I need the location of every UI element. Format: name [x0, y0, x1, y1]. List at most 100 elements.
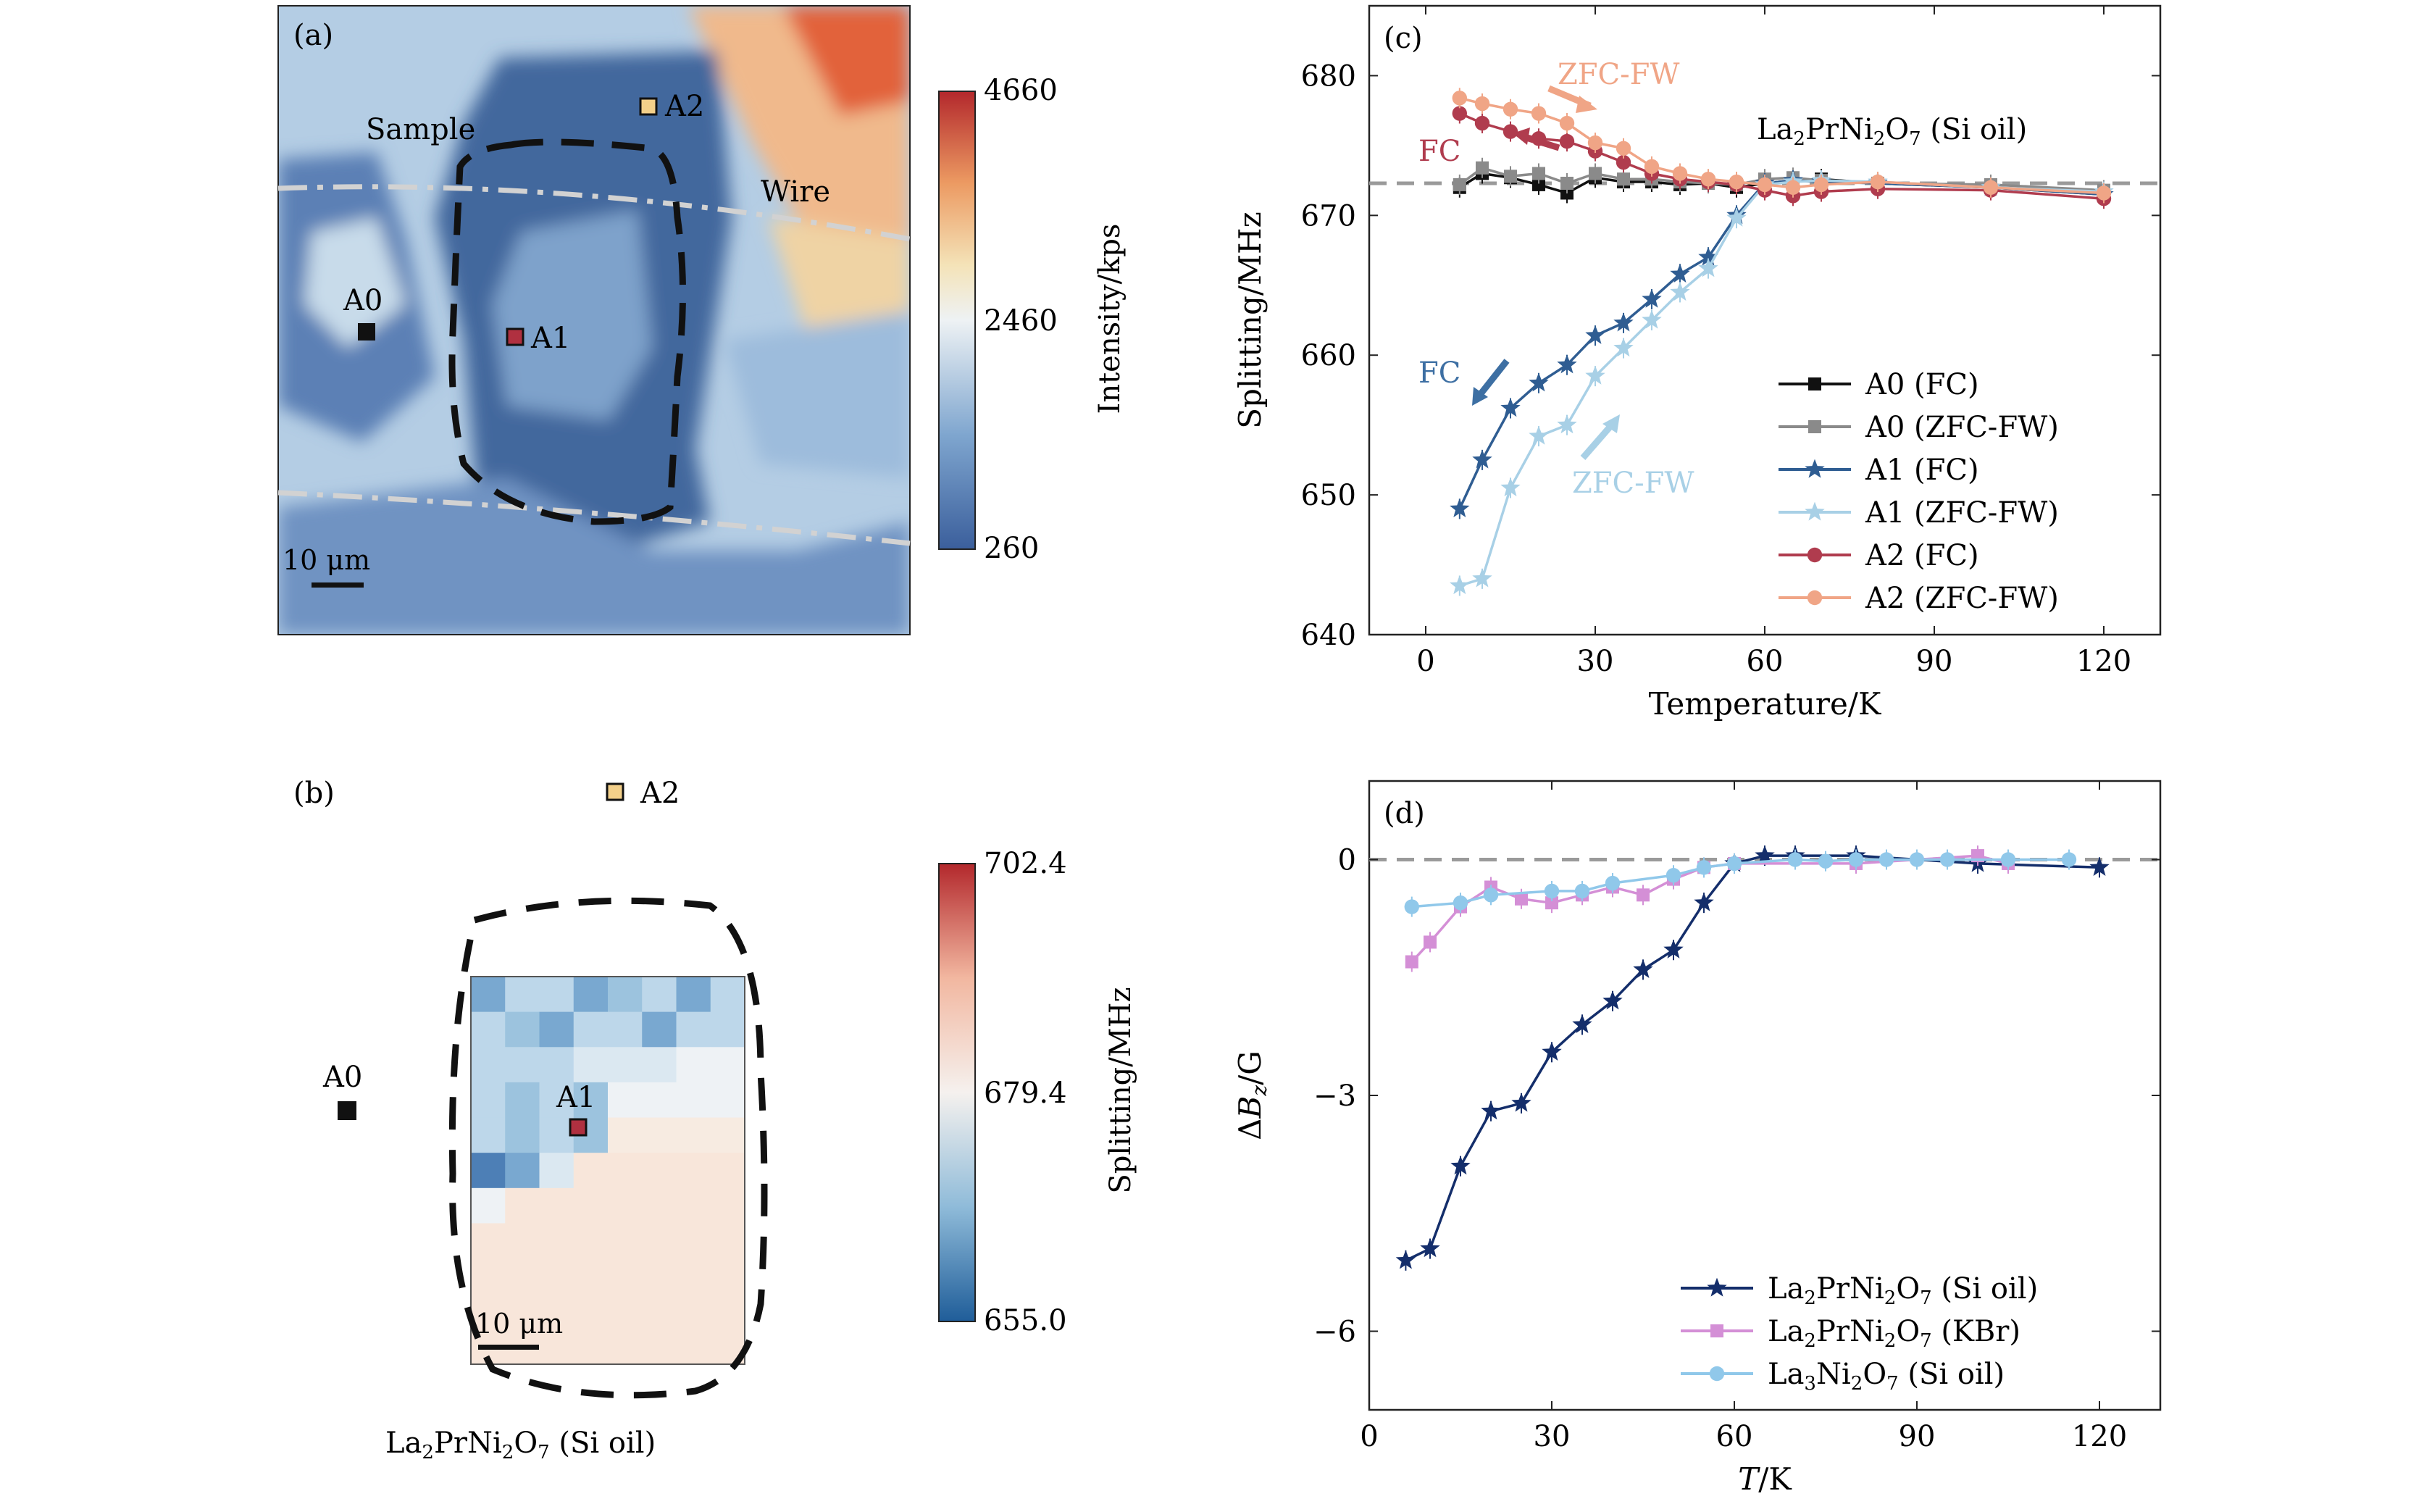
heatmap-cell [608, 1117, 643, 1153]
heatmap-cell [505, 1047, 540, 1083]
data-point [1483, 887, 1499, 903]
boundary-line-lower [277, 490, 911, 546]
heatmap-cell [608, 1187, 643, 1224]
x-tick-label: 30 [1534, 1420, 1571, 1453]
data-point [1474, 96, 1490, 112]
data-point [1559, 133, 1575, 149]
series-5 [1452, 88, 2112, 204]
scalebar-a [312, 582, 364, 588]
data-point [1504, 170, 1517, 183]
legend-marker [1707, 1277, 1727, 1297]
data-point [1694, 892, 1714, 911]
legend-label: La2PrNi2O7 (Si oil) [1768, 1272, 2038, 1309]
marker-a1-label: A1 [530, 322, 570, 355]
y-tick-label: −6 [1313, 1316, 1356, 1349]
data-point [1755, 845, 1775, 864]
y-tick-label: 640 [1301, 619, 1356, 652]
heatmap-cell [505, 1082, 540, 1119]
data-point [2000, 852, 2016, 867]
heatmap-cell [471, 1258, 506, 1295]
panel-c-label: (c) [1384, 22, 1423, 55]
scalebar-a-label: 10 μm [283, 544, 370, 576]
data-point [1560, 176, 1573, 190]
heatmap-cell [642, 977, 677, 1013]
data-point [1617, 172, 1630, 186]
marker-b-a0 [338, 1101, 356, 1120]
arrow-label-zfcfw-a2: ZFC-FW [1558, 58, 1680, 91]
data-point [1663, 939, 1684, 958]
heatmap-cell [573, 1011, 609, 1048]
data-point [1476, 161, 1489, 175]
heatmap-cell [608, 1082, 643, 1119]
heatmap-cell [608, 1223, 643, 1259]
legend-marker [1805, 501, 1825, 521]
heatmap-cell [505, 1153, 540, 1189]
data-point [1672, 166, 1688, 181]
wire-annotation: Wire [761, 175, 830, 209]
data-point [1544, 883, 1560, 899]
heatmap-cell [676, 1329, 711, 1365]
data-point [1602, 990, 1623, 1010]
panel-a-label: (a) [293, 19, 333, 52]
data-point [1557, 354, 1577, 374]
x-tick-label: 60 [1747, 645, 1784, 678]
data-point [1500, 477, 1521, 497]
marker-a0-label: A0 [343, 284, 383, 317]
y-axis-label: Splitting/MHz [1232, 212, 1268, 429]
data-point [1453, 177, 1466, 191]
heatmap-cell [539, 1011, 574, 1048]
data-point [1572, 1014, 1592, 1033]
data-point [1878, 852, 1894, 867]
data-point [1613, 312, 1634, 332]
heatmap-cell [642, 1329, 677, 1365]
data-point [1589, 167, 1602, 180]
y-tick-label: 670 [1301, 199, 1356, 233]
arrow-head-fc-a2 [1513, 128, 1530, 145]
data-point [1450, 1156, 1471, 1175]
data-point [1450, 575, 1470, 595]
data-point [1472, 449, 1492, 469]
data-point [2089, 856, 2110, 876]
marker-b-a1-label: A1 [556, 1081, 595, 1114]
colorbar-b-tick-max: 702.4 [984, 847, 1067, 880]
heatmap-cell [642, 1082, 677, 1119]
arrow-fc-a1 [1476, 359, 1510, 398]
data-point [1559, 115, 1575, 131]
data-point [1511, 1093, 1531, 1112]
data-point [1529, 425, 1549, 445]
heatmap-cell [471, 1082, 506, 1119]
heatmap-cell [573, 1258, 609, 1295]
data-point [1574, 883, 1590, 899]
intensity-map [278, 6, 910, 635]
scalebar-b-label: 10 μm [475, 1308, 563, 1340]
data-point [1452, 106, 1468, 121]
data-point [1939, 852, 1955, 867]
heatmap-cell [505, 977, 540, 1013]
series-0 [1395, 845, 2110, 1271]
legend-label: A1 (FC) [1865, 454, 1979, 487]
data-point [1757, 177, 1773, 193]
legend-label: La3Ni2O7 (Si oil) [1768, 1358, 2005, 1395]
legend-label: A2 (FC) [1865, 539, 1979, 572]
data-point [1503, 124, 1518, 139]
data-point [1637, 888, 1650, 902]
heatmap-cell [710, 1117, 745, 1153]
heatmap-cell [505, 1223, 540, 1259]
legend-marker [1808, 420, 1821, 433]
arrow-head-zfcfw-a1 [1602, 414, 1620, 433]
legend-label: A1 (ZFC-FW) [1865, 496, 2059, 530]
data-point [1726, 856, 1742, 872]
y-tick-label: 660 [1301, 339, 1356, 372]
x-axis-label: Temperature/K [1649, 686, 1882, 722]
heatmap-cell [676, 1293, 711, 1329]
legend-label: La2PrNi2O7 (KBr) [1768, 1315, 2020, 1352]
colorbar-b-label: Splitting/MHz [1104, 987, 1137, 1193]
heatmap-cell [505, 1011, 540, 1048]
data-point [1848, 852, 1864, 867]
heatmap-cell [539, 1187, 574, 1224]
legend-marker [1710, 1324, 1723, 1337]
heatmap-cell [710, 1153, 745, 1189]
x-tick-label: 0 [1416, 645, 1434, 678]
y-tick-label: 680 [1301, 59, 1356, 93]
data-point [1818, 853, 1834, 869]
